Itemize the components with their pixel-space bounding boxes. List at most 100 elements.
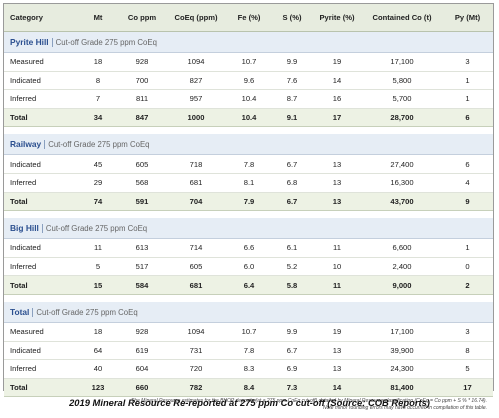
- section-name: Pyrite Hill: [10, 37, 49, 47]
- cell: 6.7: [272, 341, 312, 361]
- header-row: Category Mt Co ppm CoEq (ppm) Fe (%) S (%) Pyr…: [4, 4, 493, 32]
- total-cell: 6: [442, 108, 493, 128]
- section-cell: Railway Cut-off Grade 275 ppm CoEq: [4, 134, 493, 156]
- section-name: Total: [10, 306, 30, 317]
- total-cell: 17: [312, 108, 362, 128]
- total-cell: Total: [4, 108, 78, 128]
- cell: 720: [166, 359, 226, 379]
- total-cell: 9: [442, 192, 493, 212]
- data-row: Indicated 11 613 714 6.6 6.1 11 6,600 1: [4, 238, 493, 258]
- cell: 7.8: [226, 341, 272, 361]
- total-cell: 34: [78, 108, 118, 128]
- cell: 64: [78, 341, 118, 361]
- cell: 681: [166, 173, 226, 193]
- section-row: Total Cut-off Grade 275 ppm CoEq: [4, 301, 493, 323]
- cell: Inferred: [4, 173, 78, 193]
- cell: 13: [312, 359, 362, 379]
- total-cell: 123: [78, 378, 118, 398]
- resource-table: Category Mt Co ppm CoEq (ppm) Fe (%) S (%) Pyr…: [4, 4, 493, 398]
- section-cell: Total Cut-off Grade 275 ppm CoEq: [4, 301, 493, 323]
- cell: 19: [312, 322, 362, 342]
- cell: 604: [118, 359, 166, 379]
- total-cell: 591: [118, 192, 166, 212]
- data-row: Indicated 8 700 827 9.6 7.6 14 5,800 1: [4, 71, 493, 91]
- spacer-cell: [4, 126, 493, 135]
- column-header: Mt: [78, 4, 118, 32]
- total-cell: 5.8: [272, 275, 312, 295]
- cell: 8: [442, 341, 493, 361]
- total-cell: 7.3: [272, 378, 312, 398]
- total-cell: Total: [4, 192, 78, 212]
- section-row: Big Hill Cut-off Grade 275 ppm CoEq: [4, 218, 493, 240]
- data-row: Inferred 29 568 681 8.1 6.8 13 16,300 4: [4, 173, 493, 193]
- cell: 7: [78, 89, 118, 109]
- total-cell: 9,000: [362, 275, 442, 295]
- cell: 13: [312, 154, 362, 174]
- cell: 9.9: [272, 322, 312, 342]
- column-header: Py (Mt): [442, 4, 493, 32]
- total-cell: 13: [312, 192, 362, 212]
- cell: 811: [118, 89, 166, 109]
- total-cell: 584: [118, 275, 166, 295]
- cell: 11: [78, 238, 118, 258]
- cell: 29: [78, 173, 118, 193]
- cell: 39,900: [362, 341, 442, 361]
- cell: 11: [312, 238, 362, 258]
- data-row: Measured 18 928 1094 10.7 9.9 19 17,100 3: [4, 322, 493, 342]
- cell: 18: [78, 52, 118, 72]
- cell: 6.7: [272, 154, 312, 174]
- cell: 957: [166, 89, 226, 109]
- cell: 6.6: [226, 238, 272, 258]
- cell: 731: [166, 341, 226, 361]
- cell: 2,400: [362, 257, 442, 277]
- column-header: S (%): [272, 4, 312, 32]
- cell: 13: [312, 341, 362, 361]
- section-row: Pyrite Hill Cut-off Grade 275 ppm CoEq: [4, 31, 493, 53]
- total-cell: 681: [166, 275, 226, 295]
- data-row: Measured 18 928 1094 10.7 9.9 19 17,100 3: [4, 52, 493, 72]
- total-row: Total 15 584 681 6.4 5.8 11 9,000 2: [4, 275, 493, 295]
- cell: 714: [166, 238, 226, 258]
- total-cell: Total: [4, 378, 78, 398]
- cell: 16: [312, 89, 362, 109]
- total-cell: 43,700: [362, 192, 442, 212]
- section-cell: Pyrite Hill Cut-off Grade 275 ppm CoEq: [4, 31, 493, 53]
- column-header: Contained Co (t): [362, 4, 442, 32]
- cell: Indicated: [4, 71, 78, 91]
- data-row: Inferred 5 517 605 6.0 5.2 10 2,400 0: [4, 257, 493, 277]
- cell: 10: [312, 257, 362, 277]
- footnote-line: The Mineral Resource estimates for the B…: [131, 398, 487, 405]
- cell: Measured: [4, 52, 78, 72]
- section-name: Big Hill: [10, 223, 39, 234]
- cell: 718: [166, 154, 226, 174]
- cell: 827: [166, 71, 226, 91]
- cell: 10.7: [226, 52, 272, 72]
- cell: 928: [118, 322, 166, 342]
- total-row: Total 74 591 704 7.9 6.7 13 43,700 9: [4, 192, 493, 212]
- cell: 5,700: [362, 89, 442, 109]
- cell: 700: [118, 71, 166, 91]
- cell: Inferred: [4, 257, 78, 277]
- cell: 27,400: [362, 154, 442, 174]
- total-cell: 17: [442, 378, 493, 398]
- total-cell: 81,400: [362, 378, 442, 398]
- cell: 5.2: [272, 257, 312, 277]
- cell: 6.8: [272, 173, 312, 193]
- total-cell: Total: [4, 275, 78, 295]
- cell: 4: [442, 173, 493, 193]
- total-cell: 2: [442, 275, 493, 295]
- total-cell: 11: [312, 275, 362, 295]
- cell: 8.3: [226, 359, 272, 379]
- cell: 18: [78, 322, 118, 342]
- cell: Measured: [4, 322, 78, 342]
- total-cell: 660: [118, 378, 166, 398]
- cell: 1094: [166, 322, 226, 342]
- cell: Indicated: [4, 341, 78, 361]
- column-header: Co ppm: [118, 4, 166, 32]
- section-cell: Big Hill Cut-off Grade 275 ppm CoEq: [4, 218, 493, 240]
- total-cell: 7.9: [226, 192, 272, 212]
- spacer-cell: [4, 210, 493, 219]
- cell: 613: [118, 238, 166, 258]
- total-cell: 10.4: [226, 108, 272, 128]
